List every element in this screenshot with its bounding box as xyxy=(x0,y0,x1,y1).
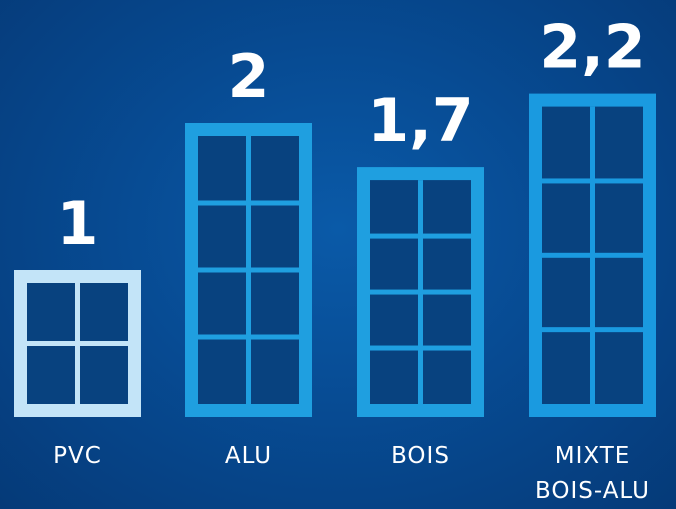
bar-4-muntin-h xyxy=(542,252,643,258)
category-label-2: ALU xyxy=(225,443,272,469)
bar-3-muntin-h xyxy=(370,345,471,351)
bar-2-muntin-h xyxy=(198,334,299,340)
category-label-3-line-1: BOIS xyxy=(391,443,450,469)
bar-3-muntin-h xyxy=(370,233,471,239)
bar-2-muntin-h xyxy=(198,267,299,273)
category-label-2-line-1: ALU xyxy=(225,443,272,469)
bar-4-muntin-h xyxy=(542,178,643,184)
bar-1-muntin-h xyxy=(27,341,128,346)
category-label-4-line-1: MIXTE xyxy=(555,443,631,469)
bar-4-muntin-h xyxy=(542,327,643,333)
value-label-3: 1,7 xyxy=(367,86,473,156)
category-label-1: PVC xyxy=(53,443,102,469)
bar-2-muntin-h xyxy=(198,200,299,206)
bar-3-muntin-h xyxy=(370,289,471,295)
value-label-1: 1 xyxy=(57,189,99,259)
value-label-2: 2 xyxy=(228,42,270,112)
category-label-4: MIXTE BOIS-ALU xyxy=(535,443,650,504)
category-label-3: BOIS xyxy=(391,443,450,469)
category-label-4-line-2: BOIS-ALU xyxy=(535,478,650,504)
category-label-1-line-1: PVC xyxy=(53,443,102,469)
value-label-4: 2,2 xyxy=(539,13,645,83)
